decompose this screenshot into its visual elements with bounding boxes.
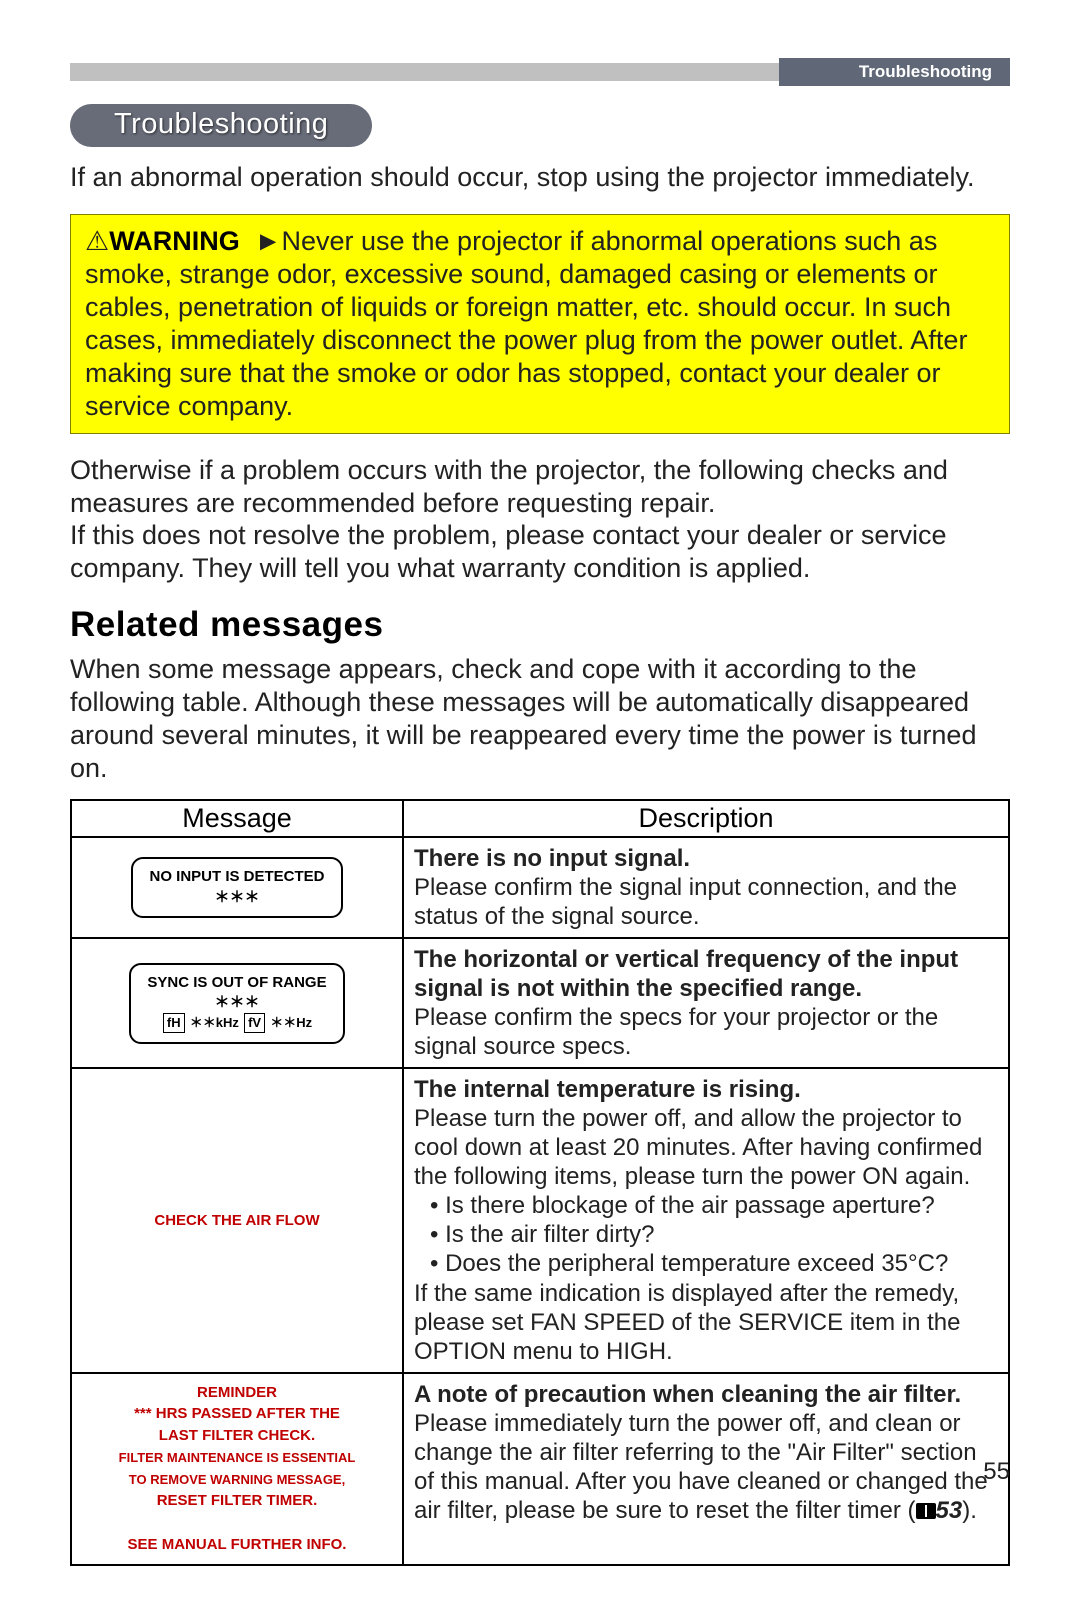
warning-box: ⚠WARNING ►Never use the projector if abn… [70,214,1010,434]
desc-body: Please confirm the specs for your projec… [414,1004,938,1060]
col-header-description: Description [403,800,1009,837]
osd-sync-range: SYNC IS OUT OF RANGE ＊＊＊ fH ＊＊kHz fV ＊＊H… [129,963,344,1044]
table-row: NO INPUT IS DETECTED ＊＊＊ There is no inp… [71,837,1009,938]
freq-fv-box: fV [244,1013,265,1033]
messages-table: Message Description NO INPUT IS DETECTED… [70,799,1010,1566]
osd-no-input: NO INPUT IS DETECTED ＊＊＊ [131,857,342,918]
header-rule [70,63,780,81]
paragraph-3: When some message appears, check and cop… [70,653,1010,785]
osd-line: *** HRS PASSED AFTER THE [134,1405,340,1422]
table-row: REMINDER *** HRS PASSED AFTER THE LAST F… [71,1373,1009,1565]
page-ref: 53 [936,1497,963,1524]
table-row: SYNC IS OUT OF RANGE ＊＊＊ fH ＊＊kHz fV ＊＊H… [71,938,1009,1068]
desc-body: Please turn the power off, and allow the… [414,1105,982,1190]
warning-label: WARNING [109,226,240,256]
osd-line: REMINDER [197,1384,277,1401]
book-icon [916,1503,936,1519]
warning-arrow: ► [255,226,282,256]
desc-body: Please confirm the signal input connecti… [414,874,957,930]
table-row: CHECK THE AIR FLOW The internal temperat… [71,1068,1009,1372]
freq-hz: ＊＊Hz [270,1015,312,1030]
osd-line: RESET FILTER TIMER. [157,1492,318,1509]
osd-line: SYNC IS OUT OF RANGE [147,974,326,991]
bullet: • Does the peripheral temperature exceed… [414,1250,948,1277]
desc-bold: The horizontal or vertical frequency of … [414,946,958,1002]
osd-check-airflow: CHECK THE AIR FLOW [82,1210,392,1232]
warning-symbol: ⚠ [85,226,109,256]
osd-line: FILTER MAINTENANCE IS ESSENTIAL [119,1450,356,1465]
osd-line: NO INPUT IS DETECTED [149,868,324,885]
intro-paragraph: If an abnormal operation should occur, s… [70,161,1010,194]
osd-line: LAST FILTER CHECK. [159,1427,315,1444]
osd-reminder: REMINDER *** HRS PASSED AFTER THE LAST F… [74,1382,400,1556]
desc-bold: The internal temperature is rising. [414,1076,801,1103]
osd-line: ＊＊＊ [214,889,259,906]
freq-fh-box: fH [163,1013,185,1033]
section-title-pill: Troubleshooting [70,104,372,147]
desc-bold: There is no input signal. [414,845,690,872]
freq-khz: ＊＊kHz [190,1015,239,1030]
related-messages-heading: Related messages [70,605,1010,645]
osd-line: TO REMOVE WARNING MESSAGE, [129,1472,345,1487]
col-header-message: Message [71,800,403,837]
bullet: • Is there blockage of the air passage a… [414,1192,935,1219]
bullet: • Is the air filter dirty? [414,1221,654,1248]
desc-body: If the same indication is displayed afte… [414,1280,960,1365]
header-section-label: Troubleshooting [779,58,1010,86]
desc-bold: A note of precaution when cleaning the a… [414,1381,961,1408]
paragraph-2: Otherwise if a problem occurs with the p… [70,454,1010,586]
table-header-row: Message Description [71,800,1009,837]
desc-body-end: ). [962,1497,977,1524]
osd-line: SEE MANUAL FURTHER INFO. [128,1536,347,1553]
page-number: 55 [983,1458,1010,1486]
desc-body: Please immediately turn the power off, a… [414,1410,988,1524]
osd-line: ＊＊＊ [214,994,259,1011]
